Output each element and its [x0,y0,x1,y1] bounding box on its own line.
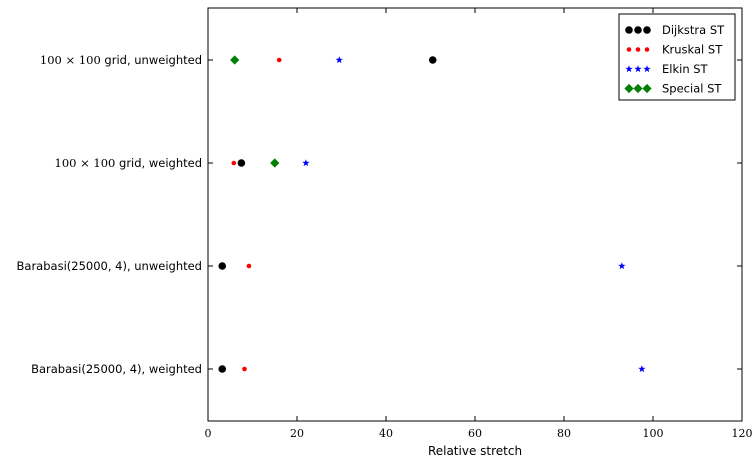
legend-marker [625,65,633,73]
point-kruskal-st [246,263,252,269]
point-elkin-st [335,56,343,64]
point-kruskal-st [276,57,282,63]
legend-label: Dijkstra ST [662,23,725,37]
point-special-st [230,55,240,65]
point-special-st [270,158,280,168]
x-tick-label: 80 [557,427,571,440]
legend-marker [624,83,634,94]
point-kruskal-st [231,160,237,166]
point-dijkstra-st [218,365,227,373]
x-axis-label: Relative stretch [428,444,522,458]
legend-marker [644,47,650,52]
legend-marker [633,83,643,94]
legend-label: Kruskal ST [662,43,723,57]
data-points [218,55,646,373]
legend-label: Special ST [662,82,722,96]
point-kruskal-st [242,366,247,372]
point-dijkstra-st [218,262,227,270]
point-dijkstra-st [237,159,246,167]
x-tick-label: 0 [205,427,212,440]
legend-marker [643,26,651,34]
legend-marker [634,65,642,73]
category-label: 100 × 100 grid, unweighted [40,53,202,67]
x-tick-label: 60 [468,427,482,440]
x-tick-label: 20 [290,427,304,440]
legend-marker [643,65,651,73]
legend: Dijkstra ST Kruskal ST Elkin ST Special ST [618,13,736,101]
x-tick-label: 100 [643,427,664,440]
point-dijkstra-st [428,56,437,64]
y-axis: 100 × 100 grid, unweighted 100 × 100 grid… [17,53,742,376]
category-label: Barabasi(25000, 4), weighted [31,362,202,376]
x-tick-label: 40 [379,427,393,440]
legend-marker [625,26,633,34]
legend-marker [634,26,642,34]
legend-label: Elkin ST [662,62,709,76]
point-elkin-st [618,262,626,270]
point-elkin-st [638,365,646,373]
legend-marker [626,47,632,52]
category-label: Barabasi(25000, 4), unweighted [17,259,202,273]
legend-marker [635,47,641,52]
point-elkin-st [302,159,310,167]
legend-marker [642,83,652,94]
category-label: 100 × 100 grid, weighted [55,156,203,170]
x-axis: 0 20 40 60 80 100 120 [205,8,753,440]
x-tick-label: 120 [732,427,753,440]
